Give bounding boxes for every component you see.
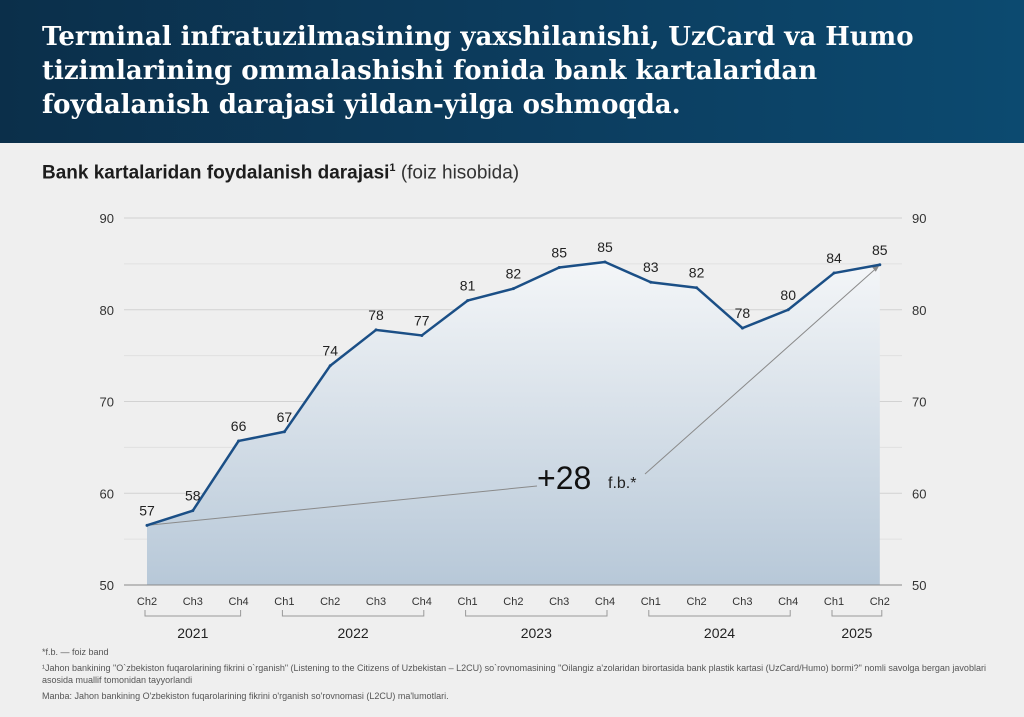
x-tick-label: Ch2 [503,596,523,608]
y-tick-label-right: 50 [912,578,926,593]
chart-title: Bank kartalaridan foydalanish darajasi1 … [42,162,519,184]
data-label: 77 [414,312,430,328]
year-bracket [648,610,791,617]
data-point [557,266,561,270]
x-tick-label: Ch1 [824,596,844,608]
year-bracket [144,610,242,617]
x-tick-label: Ch2 [687,596,707,608]
footnote-source: Manba: Jahon bankining O'zbekiston fuqar… [42,691,449,701]
data-point [740,326,744,330]
chart-title-footnote-mark: 1 [389,162,396,174]
data-label: 67 [277,409,293,425]
year-label: 2023 [521,625,552,641]
data-label: 74 [322,343,338,359]
data-label: 84 [826,250,842,266]
data-point [145,523,149,527]
data-point [466,299,470,303]
data-point [237,439,241,443]
data-label: 58 [185,488,201,504]
data-point [695,286,699,290]
x-tick-label: Ch1 [458,596,478,608]
annotation-line-left [146,485,538,526]
data-label: 82 [689,265,705,281]
footnote-fb: *f.b. — foiz band [42,647,109,657]
data-label: 83 [643,259,659,275]
y-tick-label-right: 90 [912,211,926,226]
y-tick-label-left: 70 [100,395,114,410]
data-point [832,271,836,275]
data-label: 66 [231,418,247,434]
data-point [603,260,607,264]
data-label: 78 [735,305,751,321]
data-point [878,263,882,267]
header-banner: Terminal infratuzilmasining yaxshilanish… [0,0,1024,143]
annotation-unit: f.b.* [608,475,636,492]
year-label: 2021 [177,625,208,641]
data-label: 82 [506,266,522,282]
header-title: Terminal infratuzilmasining yaxshilanish… [42,22,914,120]
annotation-line-right [644,267,878,475]
data-label: 81 [460,278,476,294]
chart-title-main: Bank kartalaridan foydalanish darajasi [42,162,390,184]
footnotes: *f.b. — foiz band ¹Jahon bankining "O`zb… [42,646,1002,706]
year-label: 2024 [704,625,735,641]
y-tick-label-left: 80 [100,303,114,318]
data-label: 78 [368,307,384,323]
year-bracket [465,610,608,617]
y-tick-label-left: 60 [100,486,114,501]
year-bracket [831,610,883,617]
x-tick-label: Ch3 [366,596,386,608]
data-point [511,287,515,291]
x-tick-label: Ch1 [641,596,661,608]
x-tick-label: Ch3 [549,596,569,608]
data-label: 80 [780,287,796,303]
x-tick-label: Ch4 [778,596,798,608]
x-tick-label: Ch2 [320,596,340,608]
data-point [420,333,424,337]
data-point [374,328,378,332]
data-point [282,430,286,434]
data-label: 85 [597,239,613,255]
area-chart: +28 f.b.* 57 58 66 67 74 78 77 81 82 85 85 83 82 78 80 8… [100,211,927,641]
y-tick-label-right: 60 [912,486,926,501]
data-point [649,280,653,284]
x-tick-label: Ch2 [870,596,890,608]
data-label: 85 [551,245,567,261]
footnote-1: ¹Jahon bankining "O`zbekiston fuqarolari… [42,663,986,685]
area-fill [147,262,880,585]
x-tick-label: Ch1 [274,596,294,608]
year-label: 2025 [841,625,872,641]
x-tick-label: Ch2 [137,596,157,608]
x-tick-label: Ch4 [595,596,615,608]
data-point [786,308,790,312]
x-tick-label: Ch3 [183,596,203,608]
y-tick-label-right: 70 [912,395,926,410]
year-label: 2022 [338,625,369,641]
y-tick-label-right: 80 [912,303,926,318]
year-bracket [281,610,425,617]
x-tick-label: Ch4 [229,596,249,608]
x-tick-label: Ch3 [732,596,752,608]
y-tick-label-left: 90 [100,211,114,226]
data-label: 85 [872,242,888,258]
data-point [191,509,195,513]
y-tick-label-left: 50 [100,578,114,593]
x-tick-label: Ch4 [412,596,432,608]
data-label: 57 [139,502,155,518]
data-point [328,364,332,368]
annotation-value: +28 [537,460,591,496]
chart-title-unit: (foiz hisobida) [400,162,520,184]
